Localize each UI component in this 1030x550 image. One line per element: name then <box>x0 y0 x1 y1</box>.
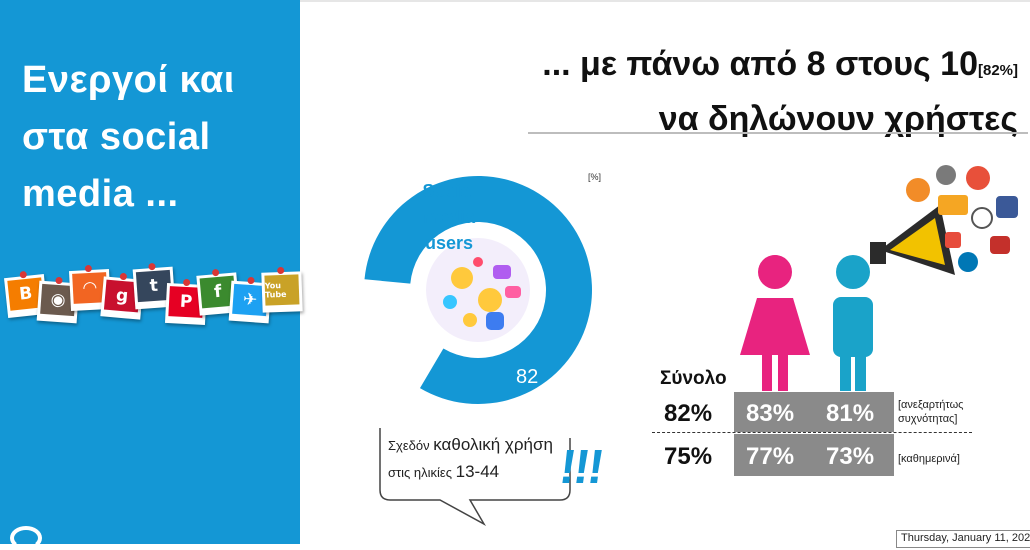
sidebar-title-line: Ενεργοί και <box>22 59 235 101</box>
women-row-1: 83% <box>746 400 795 427</box>
pin-icon <box>55 276 63 285</box>
total-row-1: 82% <box>664 400 713 427</box>
callout-line1-big: καθολική χρήση <box>433 435 553 454</box>
pin-icon <box>182 278 191 287</box>
page-title: ... με πάνω από 8 στους 10[82%] να δηλών… <box>542 40 1018 143</box>
pin-icon <box>84 264 93 273</box>
men-row-2: 73% <box>826 443 875 470</box>
grey-box-row-2 <box>734 434 894 476</box>
man-figure-icon <box>833 255 873 391</box>
title-underline <box>528 132 1028 134</box>
exclamation-marks: !!! <box>556 441 606 494</box>
sidebar-title: Ενεργοί και στα social media ... <box>22 52 282 223</box>
date-footer: Thursday, January 11, 2024 <box>896 530 1030 548</box>
note-row-1-line: [ανεξαρτήτως <box>898 399 964 411</box>
donut-center-label: Social media users <box>422 181 476 253</box>
men-row-1: 81% <box>826 400 875 427</box>
callout-text: Σχεδόν καθολική χρήση στις ηλικίες 13-44 <box>388 432 553 486</box>
total-row-2: 75% <box>664 443 713 470</box>
callout-line1-small: Σχεδόν <box>388 438 430 453</box>
megaphone-icon <box>870 165 1018 275</box>
top-rule <box>300 0 1030 2</box>
callout-line2-small: στις ηλικίες <box>388 465 452 480</box>
total-label: Σύνολο <box>660 368 727 389</box>
youtube-icon: You Tube <box>264 274 300 306</box>
callout-line2-big: 13-44 <box>455 462 500 481</box>
note-row-1-line: συχνότητας] <box>898 413 958 425</box>
note-row-2: [καθημερινά] <box>898 452 960 466</box>
row-divider <box>652 432 972 433</box>
youtube-tile: You Tube <box>261 266 303 313</box>
donut-value-label: 82 <box>516 366 539 388</box>
title-percent: [82%] <box>977 62 1018 79</box>
sidebar-title-line: στα social <box>22 116 211 158</box>
title-line-2: να δηλώνουν χρήστες <box>658 100 1018 138</box>
title-line-1: ... με πάνω από 8 στους 10 <box>542 45 978 83</box>
pin-icon <box>247 276 255 285</box>
emoji-cluster-icon <box>443 257 521 330</box>
note-row-2-line: [καθημερινά] <box>898 453 960 465</box>
logo-mark <box>10 526 42 550</box>
pin-icon <box>277 266 285 275</box>
pin-icon <box>119 272 128 281</box>
woman-figure-icon <box>740 255 810 391</box>
note-row-1: [ανεξαρτήτως συχνότητας] <box>898 398 963 426</box>
pin-icon <box>211 268 220 277</box>
grey-box-row-1 <box>734 392 894 432</box>
women-row-2: 77% <box>746 443 795 470</box>
pin-icon <box>148 262 156 271</box>
unit-label: [%] <box>588 172 602 182</box>
pin-icon <box>19 270 28 279</box>
sidebar-title-line: media ... <box>22 173 179 215</box>
